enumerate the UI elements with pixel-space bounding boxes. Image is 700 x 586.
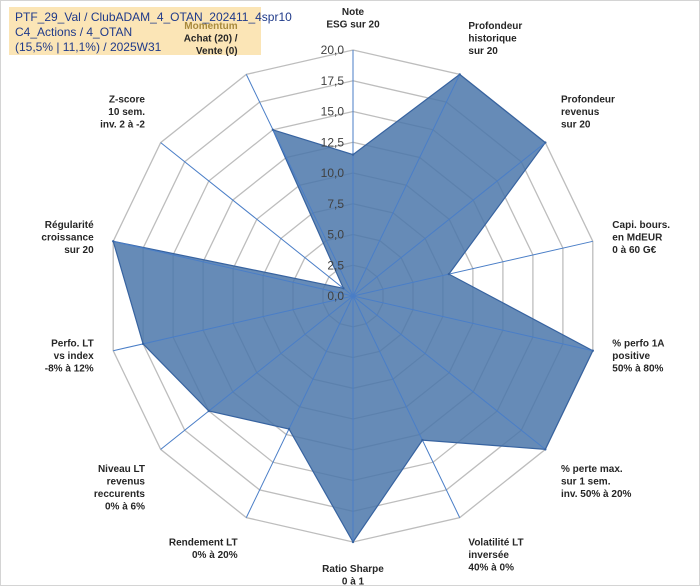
data-point-13	[271, 128, 275, 131]
axis-label-5-line-1: sur 1 sem.	[561, 476, 611, 487]
axis-label-5-line-0: % perte max.	[561, 464, 623, 475]
axis-label-10-line-0: Perfo. LT	[51, 338, 94, 349]
axis-label-6: Volatilité LT inversée 40% à 0%	[468, 538, 523, 574]
axis-label-10-line-2: -8% à 12%	[45, 363, 94, 374]
axis-label-2: Profondeur revenus sur 20	[561, 95, 615, 131]
axis-label-12: Z-score 10 sem. inv. 2 à -2	[100, 95, 145, 131]
axis-label-13-line-2: Vente (0)	[196, 46, 238, 57]
data-point-7	[351, 540, 355, 544]
data-point-12	[342, 287, 345, 290]
axis-label-4: % perfo 1A positive 50% à 80%	[612, 338, 664, 374]
tick-label-1: 2,5	[327, 258, 344, 272]
axis-label-0-line-0: Note	[342, 7, 365, 18]
data-point-6	[421, 438, 424, 442]
axis-label-11-line-1: croissance	[41, 233, 94, 244]
data-point-9	[207, 409, 210, 413]
axis-label-4-line-1: positive	[612, 351, 650, 362]
axis-label-0: Note ESG sur 20	[326, 7, 380, 31]
axis-label-12-line-0: Z-score	[109, 95, 146, 106]
axis-label-11: Régularité croissance sur 20	[41, 220, 94, 256]
tick-label-3: 7,5	[327, 197, 344, 211]
axis-label-3-line-1: en MdEUR	[612, 233, 663, 244]
axis-label-11-line-2: sur 20	[64, 245, 94, 256]
tick-label-8: 20,0	[321, 43, 345, 57]
spoke-3	[352, 240, 593, 297]
data-point-2	[544, 141, 547, 144]
axis-label-4-line-0: % perfo 1A	[612, 338, 664, 349]
axis-label-1-line-1: historique	[468, 33, 517, 44]
axis-label-6-line-1: inversée	[468, 550, 509, 561]
axis-label-9-line-2: reccurents	[94, 489, 146, 500]
title-line-3: (15,5% | 11,1%) / 2025W31	[15, 40, 162, 54]
axis-label-2-line-2: sur 20	[561, 120, 591, 131]
axis-label-5-line-2: inv. 50% à 20%	[561, 489, 632, 500]
axis-label-8-line-0: Rendement LT	[169, 538, 238, 549]
spoke-5	[352, 295, 546, 450]
axis-label-10-line-1: vs index	[54, 351, 94, 362]
title-line-2: C4_Actions / 4_OTAN	[15, 25, 133, 39]
tick-label-4: 10,0	[321, 166, 345, 180]
spoke-6	[352, 295, 461, 518]
axis-label-11-line-0: Régularité	[45, 220, 94, 231]
axis-label-10: Perfo. LT vs index -8% à 12%	[45, 338, 94, 374]
data-point-8	[287, 427, 291, 431]
tick-label-6: 15,0	[321, 105, 345, 119]
axis-label-9: Niveau LT revenus reccurents 0% à 6%	[94, 464, 146, 513]
title-line-1: PTF_29_Val / ClubADAM_4_OTAN_202411_4spr…	[15, 10, 292, 24]
axis-label-2-line-1: revenus	[561, 107, 600, 118]
axis-label-7-line-0: Ratio Sharpe	[322, 564, 384, 575]
spoke-13	[245, 74, 354, 297]
axis-label-8: Rendement LT 0% à 20%	[169, 538, 238, 562]
spoke-11	[113, 240, 354, 297]
axis-label-13: Momentum Achat (20) / Vente (0)	[184, 21, 238, 57]
axis-label-3-line-0: Capi. bours.	[612, 220, 670, 231]
axis-label-9-line-3: 0% à 6%	[105, 501, 145, 512]
axis-label-3-line-2: 0 à 60 G€	[612, 245, 656, 256]
data-point-1	[458, 73, 461, 76]
data-point-10	[141, 342, 145, 346]
axis-label-1-line-0: Profondeur	[468, 21, 522, 32]
spoke-2	[352, 142, 546, 297]
data-point-3	[447, 272, 451, 276]
tick-label-5: 12,5	[321, 135, 345, 149]
axis-label-3: Capi. bours. en MdEUR 0 à 60 G€	[612, 220, 670, 256]
axis-label-12-line-1: 10 sem.	[108, 107, 145, 118]
tick-label-0: 0,0	[327, 289, 344, 303]
data-point-5	[544, 448, 547, 451]
data-point-0	[351, 153, 355, 156]
data-point-4	[591, 349, 594, 352]
spoke-9	[160, 295, 354, 450]
axis-label-13-line-0: Momentum	[184, 21, 237, 32]
axis-label-7-line-1: 0 à 1	[342, 577, 365, 586]
axis-label-1: Profondeur historique sur 20	[468, 21, 522, 57]
spoke-1	[352, 74, 461, 297]
axis-label-0-line-1: ESG sur 20	[326, 20, 380, 31]
axis-label-6-line-2: 40% à 0%	[468, 563, 514, 574]
axis-label-5: % perte max. sur 1 sem. inv. 50% à 20%	[561, 464, 632, 500]
chart-title-box: PTF_29_Val / ClubADAM_4_OTAN_202411_4spr…	[9, 7, 292, 55]
axis-label-8-line-1: 0% à 20%	[192, 550, 238, 561]
axis-label-1-line-2: sur 20	[468, 46, 498, 57]
axis-label-7: Ratio Sharpe 0 à 1	[322, 564, 384, 585]
axis-label-4-line-2: 50% à 80%	[612, 363, 663, 374]
axis-label-13-line-1: Achat (20) /	[184, 33, 238, 44]
spoke-10	[113, 295, 354, 352]
axis-label-9-line-1: revenus	[107, 476, 146, 487]
data-point-11	[112, 240, 115, 243]
axis-label-12-line-2: inv. 2 à -2	[100, 120, 145, 131]
tick-label-2: 5,0	[327, 228, 344, 242]
spoke-12	[160, 142, 354, 297]
axis-label-2-line-0: Profondeur	[561, 95, 615, 106]
axis-label-6-line-0: Volatilité LT	[468, 538, 523, 549]
spoke-8	[245, 295, 354, 518]
spoke-4	[352, 295, 593, 352]
tick-label-7: 17,5	[321, 74, 345, 88]
axis-label-9-line-0: Niveau LT	[98, 464, 145, 475]
